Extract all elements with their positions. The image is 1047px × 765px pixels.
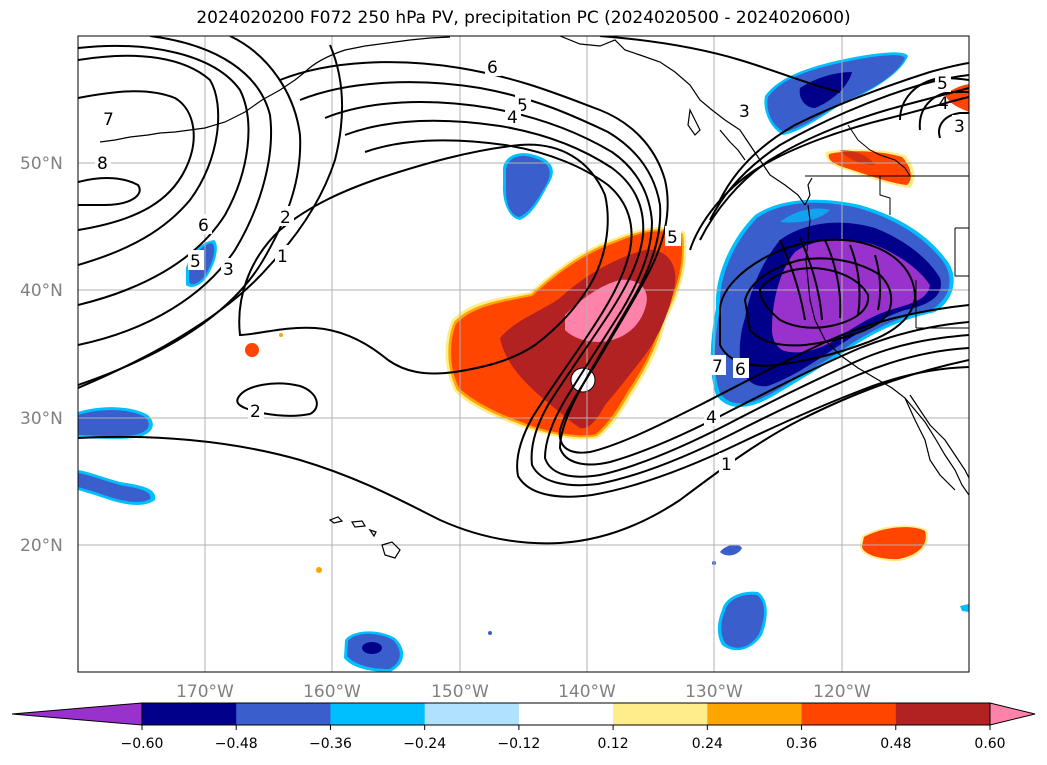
pv-label: 6 bbox=[487, 58, 498, 78]
lat-label: 50°N bbox=[20, 154, 63, 174]
colorbar: −0.60 −0.48 −0.36 −0.24 −0.12 0.12 0.24 0.36 0.4… bbox=[11, 702, 1036, 752]
pv-label: 3 bbox=[223, 260, 234, 280]
negative-pc-region-gulf-alaska bbox=[764, 52, 908, 135]
pv-label: 2 bbox=[250, 402, 261, 422]
negative-pc-region-left-1 bbox=[78, 407, 153, 439]
colorbar-tick-label: −0.60 bbox=[121, 736, 164, 752]
colorbar-tick-label: −0.24 bbox=[403, 736, 446, 752]
colorbar-segment bbox=[801, 703, 897, 725]
negative-pc-region-left-2 bbox=[78, 470, 156, 505]
pv-label: 6 bbox=[198, 216, 209, 236]
colorbar-segment bbox=[236, 703, 331, 725]
map-content: 7 8 6 5 3 2 1 2 6 5 4 3 5 7 bbox=[78, 36, 969, 672]
lat-label: 30°N bbox=[20, 409, 63, 429]
colorbar-segment bbox=[707, 703, 803, 725]
colorbar-tick-label: −0.36 bbox=[309, 736, 352, 752]
pv-label: 5 bbox=[937, 74, 948, 94]
pv-label: 1 bbox=[277, 247, 288, 267]
lat-label: 40°N bbox=[20, 281, 63, 301]
pv-label: 7 bbox=[712, 357, 723, 377]
colorbar-tick-label: 0.12 bbox=[598, 736, 629, 752]
map-title: 2024020200 F072 250 hPa PV, precipitatio… bbox=[196, 8, 851, 28]
positive-pc-spot bbox=[279, 333, 283, 337]
colorbar-segment bbox=[518, 703, 614, 725]
pv-label: 2 bbox=[280, 208, 291, 228]
pv-label: 4 bbox=[706, 408, 717, 428]
colorbar-segment bbox=[330, 703, 426, 725]
negative-pc-region-south-central bbox=[344, 631, 404, 672]
negative-pc-spot bbox=[720, 544, 742, 556]
colorbar-tick-label: −0.12 bbox=[497, 736, 540, 752]
pv-label: 6 bbox=[735, 360, 746, 380]
pv-label: 5 bbox=[190, 252, 201, 272]
pv-label: 3 bbox=[739, 102, 750, 122]
colorbar-tick-label: −0.48 bbox=[215, 736, 258, 752]
negative-pc-region-north-central bbox=[502, 153, 553, 220]
colorbar-segment bbox=[613, 703, 708, 725]
pv-label: 3 bbox=[954, 117, 965, 137]
lon-label: 150°W bbox=[431, 682, 489, 702]
positive-pc-region-south bbox=[860, 525, 929, 562]
lon-label: 170°W bbox=[176, 682, 234, 702]
lon-label: 140°W bbox=[558, 682, 616, 702]
colorbar-tick-label: 0.60 bbox=[974, 736, 1005, 752]
colorbar-segment bbox=[424, 703, 520, 725]
map-gridlines bbox=[78, 36, 969, 672]
colorbar-extend-max bbox=[989, 702, 1036, 726]
colorbar-tick-label: 0.48 bbox=[880, 736, 911, 752]
colorbar-frame bbox=[141, 702, 991, 726]
negative-pc-region-southeast bbox=[717, 591, 767, 651]
positive-pc-spot bbox=[316, 567, 322, 573]
coastlines bbox=[99, 36, 969, 559]
pv-label: 1 bbox=[721, 455, 732, 475]
positive-pc-region-central bbox=[445, 226, 687, 440]
pv-contour-labels: 7 8 6 5 3 2 1 2 6 5 4 3 5 7 bbox=[95, 56, 968, 475]
positive-pc-spot bbox=[245, 343, 259, 357]
pv-label: 8 bbox=[97, 154, 108, 174]
lon-label: 130°W bbox=[685, 682, 743, 702]
pv-label: 7 bbox=[103, 110, 114, 130]
pv-label: 4 bbox=[507, 108, 518, 128]
negative-pc-spot bbox=[488, 631, 492, 635]
pv-label: 4 bbox=[938, 94, 949, 114]
negative-pc-spot bbox=[960, 604, 969, 612]
colorbar-segment bbox=[142, 703, 237, 725]
lat-label: 20°N bbox=[20, 536, 63, 556]
map-frame bbox=[77, 35, 970, 673]
longitude-labels: 170°W 160°W 150°W 140°W 130°W 120°W bbox=[176, 682, 871, 702]
pv-contours bbox=[78, 36, 969, 545]
latitude-labels: 50°N 40°N 30°N 20°N bbox=[20, 154, 63, 556]
lon-label: 120°W bbox=[813, 682, 871, 702]
colorbar-tick-label: 0.24 bbox=[692, 736, 723, 752]
colorbar-segment bbox=[895, 703, 991, 725]
lon-label: 160°W bbox=[303, 682, 361, 702]
pv-label: 5 bbox=[667, 228, 678, 248]
colorbar-tick-label: 0.36 bbox=[786, 736, 817, 752]
pv-label: 5 bbox=[517, 96, 528, 116]
colorbar-extend-min bbox=[11, 702, 143, 726]
